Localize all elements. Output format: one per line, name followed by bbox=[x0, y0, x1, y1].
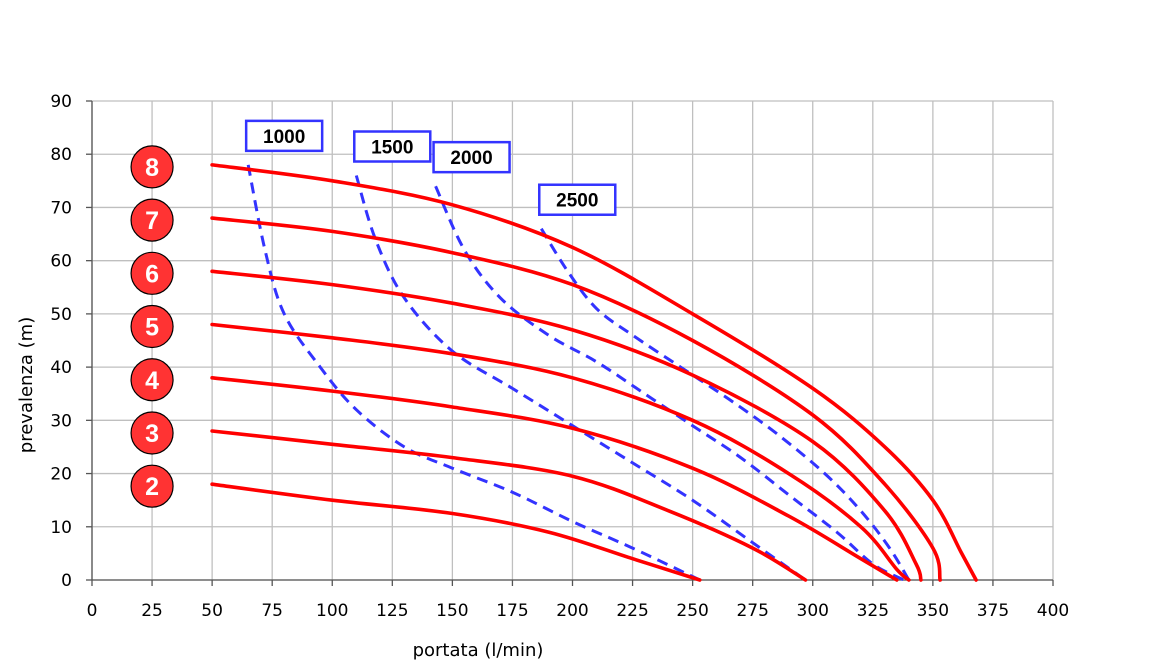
y-tick-label: 60 bbox=[50, 252, 72, 272]
stage-badge-circle bbox=[130, 411, 174, 455]
stage-badge-circle bbox=[130, 304, 174, 349]
stage-badge-circle bbox=[130, 251, 174, 295]
x-tick-label: 225 bbox=[616, 601, 648, 621]
pump-curve-7 bbox=[210, 216, 942, 582]
stage-badge-label: 2 bbox=[145, 473, 159, 501]
x-tick-label: 250 bbox=[676, 601, 708, 621]
stage-badge-circle bbox=[130, 198, 174, 242]
x-tick-label: 375 bbox=[977, 601, 1009, 621]
efficiency-curve-1000 bbox=[246, 164, 701, 582]
y-tick-label: 50 bbox=[50, 305, 72, 325]
series-lines bbox=[210, 163, 978, 582]
x-tick-label: 275 bbox=[736, 601, 768, 621]
speed-label-text: 1500 bbox=[371, 138, 413, 159]
stage-badge-label: 4 bbox=[145, 367, 159, 395]
x-tick-label: 25 bbox=[141, 601, 163, 621]
efficiency-curve-1500 bbox=[354, 175, 807, 582]
x-tick-label: 200 bbox=[556, 601, 588, 621]
stage-badge-circle bbox=[130, 464, 174, 508]
stage-badge-label: 3 bbox=[145, 420, 159, 448]
stage-badges: 8 7 6 5 4 3 2 bbox=[130, 145, 174, 508]
speed-labels: 1000 1500 2000 2500 bbox=[244, 119, 617, 216]
x-tick-label: 0 bbox=[87, 601, 98, 621]
y-tick-label: 70 bbox=[50, 198, 72, 218]
efficiency-curve-2500 bbox=[540, 227, 911, 581]
x-tick-label: 175 bbox=[496, 601, 528, 621]
stage-badge-label: 5 bbox=[145, 314, 159, 342]
x-tick-label: 325 bbox=[857, 601, 889, 621]
pump-curve-5 bbox=[210, 322, 911, 582]
x-tick-label: 300 bbox=[797, 601, 829, 621]
x-tick-label: 100 bbox=[316, 601, 348, 621]
x-axis-title: portata (l/min) bbox=[413, 640, 544, 661]
speed-label-text: 2000 bbox=[450, 148, 492, 169]
x-tick-labels: 0 25 50 75 100 125 150 175 200 225 250 275 300 325 350… bbox=[87, 601, 1070, 621]
stage-badge-label: 8 bbox=[145, 154, 159, 182]
x-tick-label: 150 bbox=[436, 601, 468, 621]
pump-curve-4 bbox=[210, 376, 899, 582]
x-tick-label: 50 bbox=[201, 601, 223, 621]
y-tick-label: 0 bbox=[61, 571, 72, 591]
y-axis-title: prevalenza (m) bbox=[16, 317, 37, 453]
speed-label-box bbox=[353, 130, 432, 163]
x-tick-label: 125 bbox=[376, 601, 408, 621]
x-tick-label: 350 bbox=[917, 601, 949, 621]
y-tick-label: 20 bbox=[50, 465, 72, 485]
pump-curve-6 bbox=[210, 269, 923, 582]
y-tick-label: 30 bbox=[50, 411, 72, 431]
speed-label-box bbox=[432, 140, 511, 174]
pump-curve-3 bbox=[210, 429, 808, 582]
y-tick-label: 10 bbox=[50, 518, 72, 538]
speed-label-box bbox=[538, 183, 617, 216]
stage-badge-label: 6 bbox=[145, 260, 159, 288]
speed-label-text: 2500 bbox=[556, 191, 598, 212]
pump-curve-2 bbox=[210, 482, 702, 582]
stage-badge-circle bbox=[130, 145, 174, 189]
y-tick-label: 80 bbox=[50, 145, 72, 165]
speed-label-text: 1000 bbox=[263, 127, 305, 148]
stage-badge-label: 7 bbox=[145, 207, 159, 235]
y-tick-label: 90 bbox=[50, 92, 72, 112]
x-tick-label: 75 bbox=[261, 601, 283, 621]
speed-label-box bbox=[244, 119, 324, 153]
x-tick-label: 400 bbox=[1037, 601, 1069, 621]
pump-curve-8 bbox=[210, 163, 978, 582]
y-tick-label: 40 bbox=[50, 358, 72, 378]
y-tick-labels: 0 10 20 30 40 50 60 70 80 90 bbox=[50, 92, 72, 591]
stage-badge-circle bbox=[130, 358, 174, 402]
